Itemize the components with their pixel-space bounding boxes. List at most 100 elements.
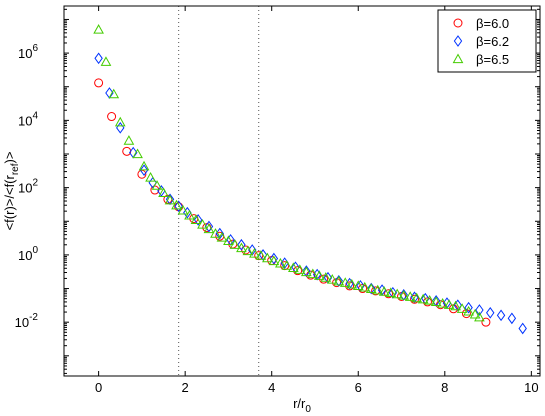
data-point (481, 317, 491, 327)
y-axis-label-main: <f(r)>/<f(r (2, 175, 17, 231)
data-point (193, 214, 203, 226)
data-point (223, 235, 234, 246)
data-point (300, 266, 312, 277)
data-point (367, 282, 376, 295)
x-tick-label: 4 (268, 380, 275, 395)
data-point (158, 187, 169, 197)
data-point (132, 148, 143, 159)
data-point (236, 242, 247, 253)
legend-label: β=6.0 (476, 16, 509, 31)
data-point (275, 257, 286, 268)
data-point (326, 274, 338, 284)
x-tick-label: 2 (182, 380, 189, 395)
data-point (399, 288, 408, 301)
data-point (123, 135, 135, 145)
data-point (404, 291, 416, 301)
x-tick-label: 6 (355, 380, 362, 395)
data-point (242, 245, 254, 256)
data-point (450, 300, 461, 311)
data-point (269, 252, 279, 265)
data-point (307, 268, 319, 279)
data-point (443, 299, 455, 309)
data-point (417, 293, 429, 304)
data-point (108, 88, 120, 99)
data-point (94, 52, 103, 65)
data-point (410, 294, 420, 304)
y-axis-label-tail: )> (2, 152, 17, 164)
data-point (293, 266, 303, 276)
legend-marker (453, 18, 463, 28)
y-tick-label: 10-2 (15, 312, 39, 330)
data-point (475, 304, 484, 316)
data-point (210, 228, 221, 238)
data-point (197, 219, 208, 229)
data-point (281, 260, 293, 270)
data-point (171, 199, 182, 210)
x-tick-label: 0 (95, 380, 102, 395)
data-point (411, 292, 423, 303)
legend-label: β=6.5 (476, 52, 509, 67)
data-point (486, 306, 495, 319)
data-point (507, 312, 517, 325)
data-point (216, 231, 228, 242)
data-point (496, 309, 506, 322)
data-point (469, 308, 481, 319)
data-point (229, 239, 241, 249)
data-point (190, 214, 202, 224)
data-point (320, 272, 332, 282)
data-point (184, 209, 195, 220)
data-point (177, 204, 189, 215)
data-point (463, 305, 474, 316)
y-tick-label: 104 (18, 110, 38, 128)
data-point (139, 164, 149, 177)
data-point (262, 252, 273, 263)
data-point (345, 281, 355, 291)
y-tick-label: 106 (18, 43, 38, 61)
reference-lines (178, 6, 260, 376)
data-point (287, 262, 299, 273)
x-axis-label: r/r0 (293, 396, 311, 415)
data-point (249, 247, 260, 258)
y-tick-label: 102 (18, 178, 38, 196)
x-tick-label: 8 (441, 380, 448, 395)
data-point (365, 283, 377, 293)
data-point (93, 24, 104, 34)
data-point (352, 280, 364, 290)
x-axis-label-sub: 0 (305, 404, 311, 415)
data-point (100, 56, 112, 66)
data-point (464, 301, 473, 314)
y-axis-label-sub: ref (10, 163, 21, 175)
data-point (203, 223, 215, 234)
x-tick-label: 10 (524, 380, 538, 395)
data-point (372, 284, 384, 295)
data-point (294, 264, 306, 274)
y-tick-label: 100 (18, 245, 38, 263)
data-markers (93, 24, 527, 335)
data-point (391, 288, 403, 299)
data-point (474, 311, 485, 322)
data-point (518, 322, 527, 335)
data-point (313, 270, 325, 280)
data-point (174, 200, 183, 213)
series-2 (93, 24, 485, 322)
data-point (204, 220, 214, 233)
data-point (456, 303, 468, 313)
data-point (107, 112, 117, 122)
data-point (437, 297, 448, 308)
data-point (255, 250, 267, 260)
data-point (333, 275, 345, 286)
data-point (268, 255, 280, 266)
data-point (138, 160, 150, 171)
data-point (339, 277, 351, 287)
legend-marker (453, 35, 463, 47)
legend-marker (452, 53, 464, 64)
legend-label: β=6.2 (476, 34, 509, 49)
data-point (164, 194, 176, 205)
data-point (94, 78, 104, 88)
data-point (430, 296, 442, 307)
data-point (237, 238, 246, 251)
legend: β=6.0 β=6.2 β=6.5 (437, 9, 537, 73)
data-point (258, 249, 268, 261)
data-point (359, 281, 371, 292)
